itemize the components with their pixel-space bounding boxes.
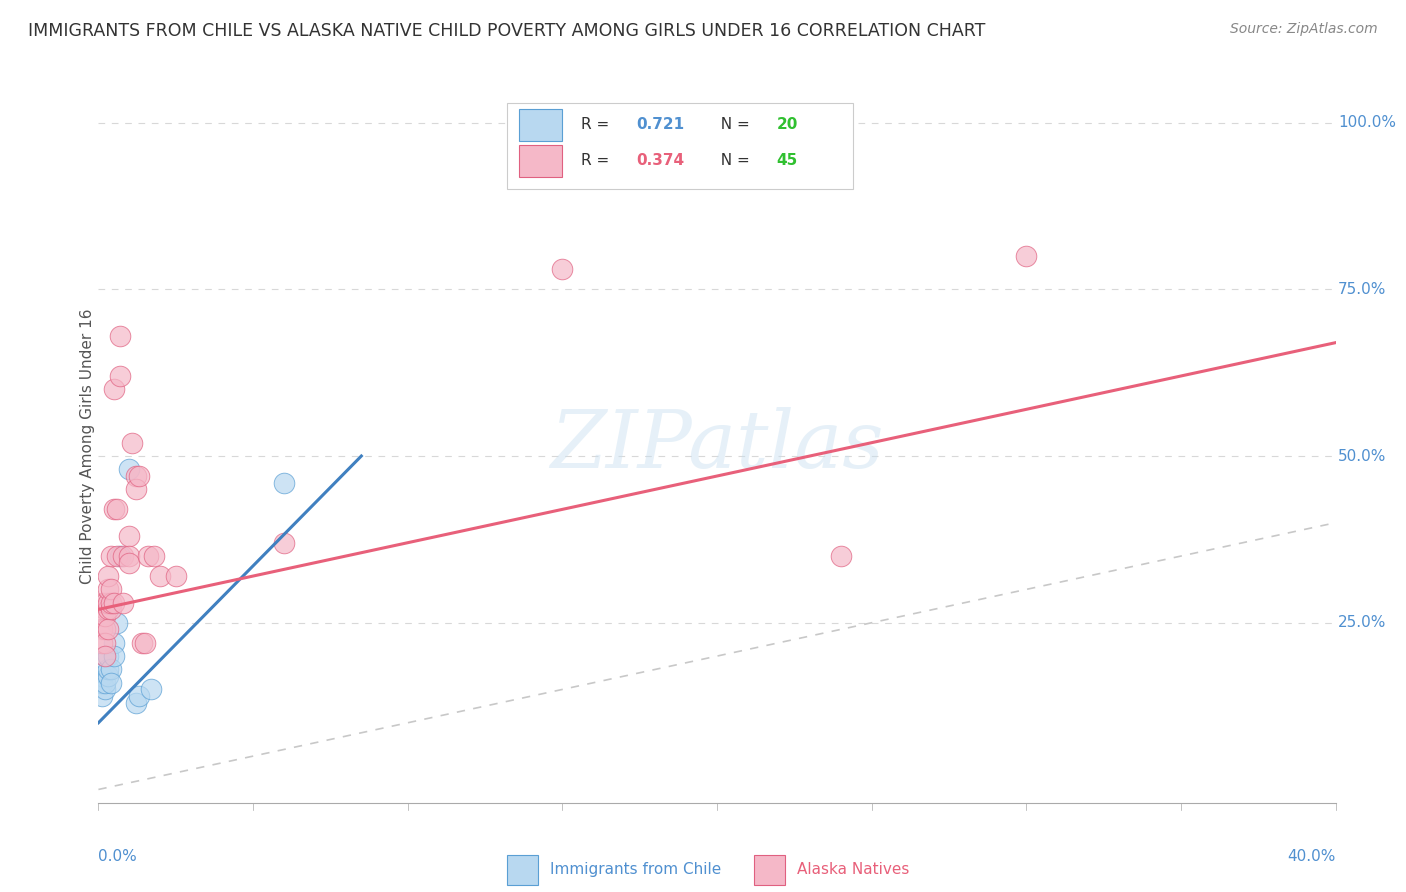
Point [100, 596, 122, 610]
Point [143, 549, 166, 563]
Text: 0.374: 0.374 [637, 153, 685, 168]
Point [100, 675, 122, 690]
Text: 50.0%: 50.0% [1339, 449, 1386, 464]
Point [105, 615, 128, 630]
Point [105, 549, 128, 563]
Point [90, 609, 112, 624]
Text: Source: ZipAtlas.com: Source: ZipAtlas.com [1230, 22, 1378, 37]
Point [131, 636, 153, 650]
Point [97, 623, 120, 637]
Point [90, 623, 112, 637]
Point [97, 649, 120, 664]
Text: 0.721: 0.721 [637, 118, 685, 132]
Point [100, 549, 122, 563]
Point [134, 636, 156, 650]
Point [97, 662, 120, 676]
Point [273, 475, 295, 490]
FancyBboxPatch shape [506, 855, 537, 885]
FancyBboxPatch shape [519, 145, 562, 177]
Point [90, 636, 112, 650]
Point [103, 502, 125, 516]
Point [90, 689, 112, 703]
Y-axis label: Child Poverty Among Girls Under 16: Child Poverty Among Girls Under 16 [80, 309, 94, 583]
Text: Alaska Natives: Alaska Natives [797, 863, 910, 878]
Point [103, 596, 125, 610]
Point [108, 368, 131, 383]
Point [97, 569, 120, 583]
Point [1015, 249, 1038, 263]
Point [124, 483, 146, 497]
Point [108, 329, 131, 343]
Point [93, 682, 115, 697]
Text: ZIPatlas: ZIPatlas [550, 408, 884, 484]
Point [124, 469, 146, 483]
Point [121, 435, 143, 450]
Point [93, 623, 115, 637]
Point [108, 549, 131, 563]
Point [149, 569, 172, 583]
Point [97, 596, 120, 610]
Point [93, 609, 115, 624]
Text: R =: R = [581, 118, 614, 132]
FancyBboxPatch shape [506, 103, 853, 189]
Point [273, 535, 295, 549]
Point [830, 549, 852, 563]
Point [118, 529, 141, 543]
Point [118, 462, 141, 476]
Point [105, 502, 128, 516]
Point [93, 675, 115, 690]
Text: 25.0%: 25.0% [1339, 615, 1386, 631]
Point [112, 596, 135, 610]
Point [93, 649, 115, 664]
Point [139, 682, 162, 697]
Point [118, 556, 141, 570]
Point [551, 262, 574, 277]
Point [97, 582, 120, 597]
Point [93, 636, 115, 650]
Text: 40.0%: 40.0% [1288, 849, 1336, 864]
Point [93, 602, 115, 616]
Point [103, 382, 125, 396]
Text: 100.0%: 100.0% [1339, 115, 1396, 130]
Point [100, 662, 122, 676]
Point [165, 569, 187, 583]
Text: R =: R = [581, 153, 614, 168]
Point [97, 602, 120, 616]
Text: Immigrants from Chile: Immigrants from Chile [550, 863, 721, 878]
Point [128, 469, 150, 483]
Point [124, 696, 146, 710]
Point [90, 675, 112, 690]
Point [93, 596, 115, 610]
Point [93, 649, 115, 664]
FancyBboxPatch shape [519, 109, 562, 141]
Point [103, 649, 125, 664]
Point [136, 549, 159, 563]
Text: 75.0%: 75.0% [1339, 282, 1386, 297]
Point [112, 549, 135, 563]
Text: 20: 20 [776, 118, 797, 132]
Text: 0.0%: 0.0% [98, 849, 138, 864]
Text: 45: 45 [776, 153, 797, 168]
Point [97, 669, 120, 683]
Text: IMMIGRANTS FROM CHILE VS ALASKA NATIVE CHILD POVERTY AMONG GIRLS UNDER 16 CORREL: IMMIGRANTS FROM CHILE VS ALASKA NATIVE C… [28, 22, 986, 40]
Point [90, 596, 112, 610]
Point [103, 636, 125, 650]
Text: N =: N = [711, 153, 755, 168]
FancyBboxPatch shape [754, 855, 785, 885]
Text: N =: N = [711, 118, 755, 132]
Point [100, 582, 122, 597]
Point [118, 549, 141, 563]
Point [100, 602, 122, 616]
Point [90, 669, 112, 683]
Point [128, 689, 150, 703]
